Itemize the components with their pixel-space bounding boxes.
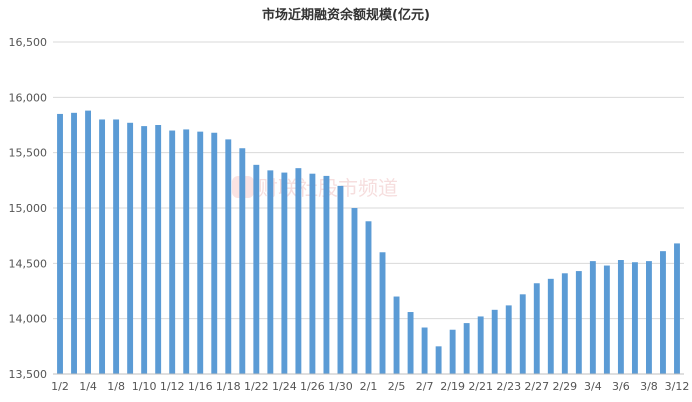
bar-2/21 <box>477 316 484 374</box>
y-tick-label: 14,000 <box>9 313 48 326</box>
y-tick-label: 14,500 <box>9 257 48 270</box>
bar-1/30 <box>337 185 344 374</box>
x-tick-label: 1/26 <box>300 380 325 393</box>
bar-2/26 <box>519 294 526 374</box>
bar-3/12 <box>674 243 680 374</box>
bar-1/31 <box>351 208 358 374</box>
bar-3/7 <box>631 262 638 374</box>
bar-3/1 <box>575 271 582 374</box>
bar-2/2 <box>379 252 386 374</box>
y-tick-label: 16,500 <box>9 36 48 49</box>
bar-2/20 <box>463 323 470 374</box>
bar-1/5 <box>99 119 106 374</box>
y-axis-ticks: 13,500 14,000 14,500 15,000 15,500 16,000 16,5… <box>9 36 48 381</box>
x-tick-label: 2/5 <box>388 380 406 393</box>
y-tick-label: 16,000 <box>9 91 48 104</box>
bar-1/23 <box>267 170 274 374</box>
x-tick-label: 1/18 <box>216 380 241 393</box>
x-tick-label: 1/8 <box>107 380 125 393</box>
x-tick-label: 2/29 <box>552 380 577 393</box>
bar-2/1 <box>365 221 372 374</box>
bar-1/16 <box>197 131 204 374</box>
bar-2/23 <box>505 305 512 374</box>
bar-1/4 <box>85 110 92 374</box>
bar-2/7 <box>421 327 428 374</box>
x-tick-label: 1/16 <box>188 380 213 393</box>
y-tick-label: 15,500 <box>9 147 48 160</box>
bar-1/24 <box>281 172 288 374</box>
bar-2/19 <box>449 329 456 374</box>
bar-3/5 <box>603 265 610 374</box>
x-tick-label: 1/10 <box>132 380 157 393</box>
x-tick-label: 2/23 <box>496 380 521 393</box>
bar-3/11 <box>660 251 666 374</box>
bar-1/3 <box>71 112 77 375</box>
bar-1/19 <box>239 148 246 374</box>
bar-2/28 <box>547 278 554 374</box>
bar-2/5 <box>393 296 400 374</box>
chart-title: 市场近期融资余额规模(亿元) <box>262 7 430 23</box>
x-tick-label: 1/24 <box>272 380 297 393</box>
bar-1/10 <box>141 126 148 375</box>
x-tick-label: 1/12 <box>160 380 185 393</box>
x-tick-label: 1/4 <box>79 380 97 393</box>
bar-3/4 <box>589 261 596 374</box>
bar-1/15 <box>183 129 190 374</box>
x-tick-label: 3/6 <box>612 380 630 393</box>
bars <box>57 110 680 375</box>
x-tick-label: 3/8 <box>640 380 658 393</box>
x-tick-label: 2/19 <box>440 380 465 393</box>
bar-2/22 <box>491 309 498 374</box>
bar-3/6 <box>617 260 624 374</box>
bar-1/29 <box>323 175 330 374</box>
x-tick-label: 3/12 <box>665 380 690 393</box>
bar-1/2 <box>57 113 63 374</box>
bar-3/8 <box>645 261 652 374</box>
bar-1/17 <box>211 132 218 374</box>
x-tick-label: 1/22 <box>244 380 269 393</box>
bar-2/6 <box>407 312 414 374</box>
x-tick-label: 1/2 <box>51 380 69 393</box>
bar-1/25 <box>295 168 302 374</box>
bar-1/8 <box>113 119 120 374</box>
bar-1/22 <box>253 164 260 374</box>
bar-1/12 <box>169 130 176 374</box>
bar-2/8 <box>435 346 442 374</box>
x-tick-label: 2/27 <box>524 380 549 393</box>
bar-1/11 <box>155 125 162 374</box>
y-tick-label: 13,500 <box>9 368 48 381</box>
y-tick-label: 15,000 <box>9 202 48 215</box>
bar-1/18 <box>225 139 232 374</box>
x-axis-ticks: 1/2 1/4 1/8 1/10 1/12 1/16 1/18 1/22 1/24 1/26 1/3… <box>51 380 689 393</box>
bar-2/29 <box>561 273 568 374</box>
x-tick-label: 2/7 <box>416 380 434 393</box>
bar-1/26 <box>309 173 316 374</box>
x-tick-label: 2/21 <box>468 380 493 393</box>
bar-1/9 <box>127 122 134 374</box>
x-tick-label: 1/30 <box>328 380 353 393</box>
x-tick-label: 3/4 <box>584 380 602 393</box>
x-tick-label: 2/1 <box>360 380 378 393</box>
bar-2/27 <box>533 283 540 374</box>
